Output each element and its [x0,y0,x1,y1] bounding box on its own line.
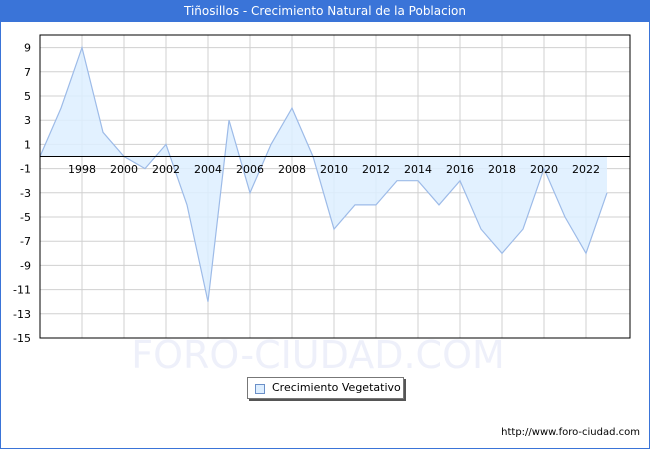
svg-text:FORO-CIUDAD.COM: FORO-CIUDAD.COM [131,333,505,377]
y-tick-label: -11 [13,284,31,297]
legend-label: Crecimiento Vegetativo [272,381,401,394]
x-tick-label: 2020 [530,163,558,176]
x-tick-label: 2010 [320,163,348,176]
y-tick-label: 1 [24,138,31,151]
axes [39,34,631,339]
chart-title: Tiñosillos - Crecimiento Natural de la P… [0,0,650,22]
y-tick-label: 9 [24,42,31,55]
x-tick-label: 2018 [488,163,516,176]
y-tick-label: -13 [13,308,31,321]
x-tick-label: 2016 [446,163,474,176]
x-tick-label: 1998 [68,163,96,176]
y-tick-label: 5 [24,90,31,103]
x-tick-label: 2002 [152,163,180,176]
y-tick-label: -3 [20,187,31,200]
x-tick-label: 2014 [404,163,432,176]
y-tick-label: -9 [20,259,31,272]
source-url[interactable]: http://www.foro-ciudad.com [501,427,640,438]
data-area [39,45,608,302]
x-tick-label: 2008 [278,163,306,176]
x-tick-label: 2006 [236,163,264,176]
y-tick-label: -1 [20,163,31,176]
y-axis-ticks: 9 7 5 3 1 -1 -3 -5 -7 -9 -11 -13 -15 [13,42,31,345]
x-tick-label: 2022 [572,163,600,176]
y-tick-label: -7 [20,235,31,248]
y-tick-label: 3 [24,114,31,127]
x-tick-label: 2012 [362,163,390,176]
legend: Crecimiento Vegetativo [247,377,404,399]
y-tick-label: -15 [13,332,31,345]
y-tick-label: 7 [24,66,31,79]
legend-swatch-icon [255,384,265,394]
watermark: FORO-CIUDAD.COM [131,333,505,377]
y-tick-label: -5 [20,211,31,224]
x-tick-label: 2000 [110,163,138,176]
x-axis-ticks: 1998 2000 2002 2004 2006 2008 2010 2012 2014 2016… [68,163,600,176]
x-tick-label: 2004 [194,163,222,176]
